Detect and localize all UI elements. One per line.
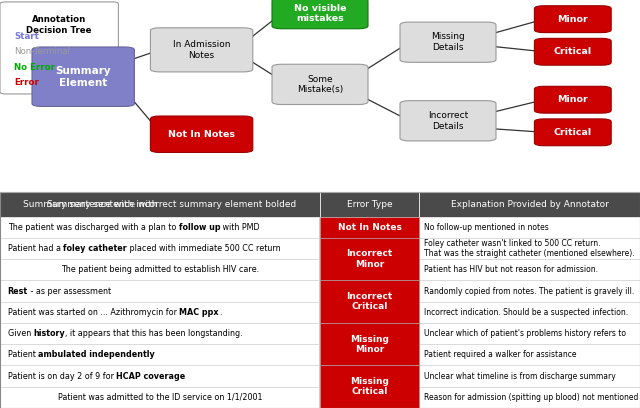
Bar [419,217,640,238]
Text: No visible
mistakes: No visible mistakes [294,4,346,23]
Text: Unclear what timeline is from discharge summary: Unclear what timeline is from discharge … [424,372,616,381]
Bar [320,366,419,408]
Text: Minor: Minor [557,95,588,104]
Text: follow up: follow up [179,223,220,232]
Text: Start: Start [14,32,39,41]
Text: history: history [33,329,65,338]
Text: , it appears that this has been longstanding.: , it appears that this has been longstan… [65,329,243,338]
Bar [419,238,640,259]
Text: Patient was admitted to the ID service on 1/1/2001: Patient was admitted to the ID service o… [58,393,262,402]
Text: Rest: Rest [8,286,28,295]
Text: Incorrect indication. Should be a suspected infection.: Incorrect indication. Should be a suspec… [424,308,628,317]
Text: In Admission
Notes: In Admission Notes [173,40,230,60]
Text: Missing
Minor: Missing Minor [350,335,389,354]
FancyBboxPatch shape [150,116,253,153]
FancyBboxPatch shape [272,64,368,104]
Bar [419,192,640,217]
FancyBboxPatch shape [534,119,611,146]
Bar [0,259,320,280]
Bar [419,387,640,408]
Text: Patient: Patient [8,350,38,359]
Text: with PMD: with PMD [220,223,260,232]
Text: Non-Terminal: Non-Terminal [14,47,70,56]
Bar [419,302,640,323]
Text: Explanation Provided by Annotator: Explanation Provided by Annotator [451,200,609,209]
Text: Summary sentence with: Summary sentence with [47,200,160,209]
Text: foley catheter: foley catheter [63,244,127,253]
FancyBboxPatch shape [0,2,118,94]
Text: Unclear which of patient's problems history refers to: Unclear which of patient's problems hist… [424,329,627,338]
Text: Patient has HIV but not reason for admission.: Patient has HIV but not reason for admis… [424,265,598,274]
Text: Incorrect
Details: Incorrect Details [428,111,468,131]
Text: Minor: Minor [557,15,588,24]
Bar [419,366,640,387]
Bar [419,280,640,302]
Text: Critical: Critical [554,47,592,56]
Text: Missing
Details: Missing Details [431,33,465,52]
Bar [0,238,320,259]
FancyBboxPatch shape [534,86,611,113]
Text: Patient had a: Patient had a [8,244,63,253]
Text: The patient was discharged with a plan to: The patient was discharged with a plan t… [8,223,179,232]
Bar [419,259,640,280]
Bar [0,366,320,387]
Text: Incorrect
Critical: Incorrect Critical [346,292,393,311]
FancyBboxPatch shape [400,22,496,62]
Text: placed with immediate 500 CC return: placed with immediate 500 CC return [127,244,280,253]
Text: Not In Notes: Not In Notes [168,130,235,139]
Text: The patient being admitted to establish HIV care.: The patient being admitted to establish … [61,265,259,274]
Bar [0,344,320,366]
Text: Error: Error [14,78,39,87]
Text: Patient is on day 2 of 9 for: Patient is on day 2 of 9 for [8,372,116,381]
Bar [0,217,320,238]
Text: Missing
Critical: Missing Critical [350,377,389,397]
Text: HCAP coverage: HCAP coverage [116,372,186,381]
Bar [319,192,321,408]
Bar [320,323,419,366]
Bar [320,217,419,238]
Text: Error Type: Error Type [347,200,392,209]
Text: Some
Mistake(s): Some Mistake(s) [297,75,343,94]
Text: Incorrect
Minor: Incorrect Minor [346,249,393,269]
Text: Critical: Critical [554,128,592,137]
Bar [0,387,320,408]
Bar [0,280,320,302]
Text: .: . [219,308,221,317]
FancyBboxPatch shape [272,0,368,29]
FancyBboxPatch shape [534,6,611,33]
Text: Summary sentence with incorrect summary element bolded: Summary sentence with incorrect summary … [0,407,1,408]
Text: Not In Notes: Not In Notes [338,223,401,232]
Text: Annotation
Decision Tree: Annotation Decision Tree [26,16,92,35]
Bar [0,323,320,344]
Bar [320,280,419,323]
Text: No Error: No Error [14,62,55,72]
Bar [419,192,420,408]
Text: ambulated independently: ambulated independently [38,350,155,359]
Text: Given: Given [8,329,33,338]
Bar [419,323,640,344]
Text: Summary sentence with incorrect summary element bolded: Summary sentence with incorrect summary … [24,200,296,209]
Text: Patient required a walker for assistance: Patient required a walker for assistance [424,350,577,359]
Text: MAC ppx: MAC ppx [179,308,219,317]
FancyBboxPatch shape [150,28,253,72]
Text: Reason for admission (spitting up blood) not mentioned: Reason for admission (spitting up blood)… [424,393,639,402]
Text: No follow-up mentioned in notes: No follow-up mentioned in notes [424,223,549,232]
Bar [0,192,320,217]
FancyBboxPatch shape [534,38,611,65]
Text: Foley catheter wasn't linked to 500 CC return.
That was the straight catheter (m: Foley catheter wasn't linked to 500 CC r… [424,239,635,258]
Text: Summary
Element: Summary Element [56,66,111,87]
Text: Patient was started on ... Azithromycin for: Patient was started on ... Azithromycin … [8,308,179,317]
FancyBboxPatch shape [32,47,134,106]
Bar [320,192,419,217]
FancyBboxPatch shape [400,101,496,141]
Bar [419,344,640,366]
Bar [320,238,419,280]
Bar [0,302,320,323]
Text: Randomly copied from notes. The patient is gravely ill.: Randomly copied from notes. The patient … [424,286,635,295]
Text: - as per assessment: - as per assessment [28,286,111,295]
